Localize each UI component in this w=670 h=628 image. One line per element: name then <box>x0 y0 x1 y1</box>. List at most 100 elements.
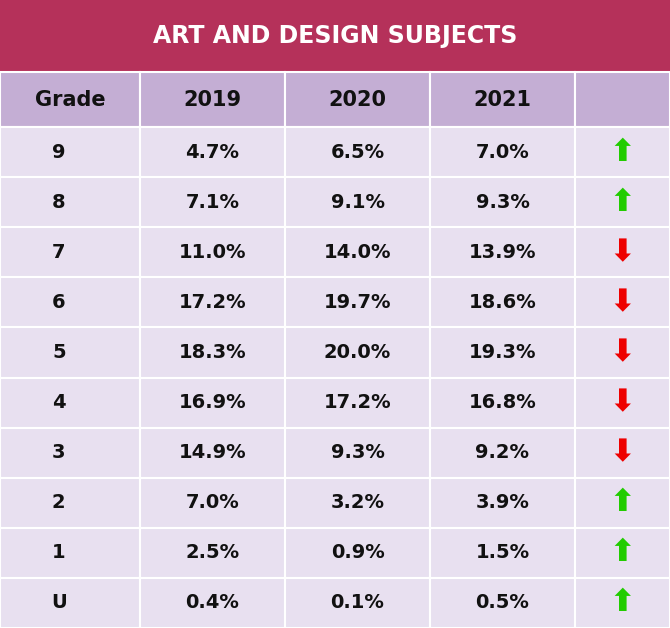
Text: 17.2%: 17.2% <box>179 293 247 312</box>
FancyBboxPatch shape <box>575 227 670 278</box>
Text: ⬇: ⬇ <box>610 338 635 367</box>
Text: 3.2%: 3.2% <box>330 493 385 512</box>
Text: Grade: Grade <box>35 90 105 109</box>
FancyBboxPatch shape <box>285 478 430 528</box>
FancyBboxPatch shape <box>285 278 430 327</box>
Text: 9: 9 <box>52 143 66 161</box>
FancyBboxPatch shape <box>0 227 140 278</box>
Text: 2019: 2019 <box>184 90 242 109</box>
FancyBboxPatch shape <box>430 428 575 478</box>
FancyBboxPatch shape <box>285 177 430 227</box>
Text: 9.2%: 9.2% <box>476 443 529 462</box>
FancyBboxPatch shape <box>430 227 575 278</box>
FancyBboxPatch shape <box>140 528 285 578</box>
Text: 20.0%: 20.0% <box>324 343 391 362</box>
Text: 2021: 2021 <box>474 90 531 109</box>
FancyBboxPatch shape <box>575 327 670 377</box>
FancyBboxPatch shape <box>430 72 575 127</box>
Text: 0.5%: 0.5% <box>476 593 529 612</box>
Text: 7: 7 <box>52 243 66 262</box>
Text: 19.7%: 19.7% <box>324 293 391 312</box>
Text: 4.7%: 4.7% <box>186 143 239 161</box>
FancyBboxPatch shape <box>140 428 285 478</box>
FancyBboxPatch shape <box>285 327 430 377</box>
FancyBboxPatch shape <box>285 428 430 478</box>
FancyBboxPatch shape <box>430 377 575 428</box>
FancyBboxPatch shape <box>140 278 285 327</box>
FancyBboxPatch shape <box>575 72 670 127</box>
Text: 8: 8 <box>52 193 66 212</box>
Text: 9.3%: 9.3% <box>476 193 529 212</box>
FancyBboxPatch shape <box>0 278 140 327</box>
Text: 16.9%: 16.9% <box>179 393 247 412</box>
FancyBboxPatch shape <box>0 428 140 478</box>
FancyBboxPatch shape <box>0 578 140 628</box>
FancyBboxPatch shape <box>430 278 575 327</box>
Text: 9.1%: 9.1% <box>330 193 385 212</box>
FancyBboxPatch shape <box>140 377 285 428</box>
FancyBboxPatch shape <box>575 127 670 177</box>
Text: 1: 1 <box>52 543 66 562</box>
Text: ART AND DESIGN SUBJECTS: ART AND DESIGN SUBJECTS <box>153 24 517 48</box>
FancyBboxPatch shape <box>575 478 670 528</box>
Text: 0.4%: 0.4% <box>186 593 239 612</box>
Text: ⬇: ⬇ <box>610 388 635 417</box>
FancyBboxPatch shape <box>285 528 430 578</box>
FancyBboxPatch shape <box>140 177 285 227</box>
FancyBboxPatch shape <box>0 528 140 578</box>
FancyBboxPatch shape <box>430 327 575 377</box>
FancyBboxPatch shape <box>575 578 670 628</box>
Text: 6: 6 <box>52 293 66 312</box>
Text: 7.0%: 7.0% <box>476 143 529 161</box>
Text: 11.0%: 11.0% <box>179 243 247 262</box>
FancyBboxPatch shape <box>0 72 140 127</box>
Text: 0.9%: 0.9% <box>330 543 385 562</box>
FancyBboxPatch shape <box>0 177 140 227</box>
FancyBboxPatch shape <box>430 177 575 227</box>
FancyBboxPatch shape <box>140 127 285 177</box>
Text: 18.3%: 18.3% <box>179 343 247 362</box>
FancyBboxPatch shape <box>285 377 430 428</box>
Text: 6.5%: 6.5% <box>330 143 385 161</box>
FancyBboxPatch shape <box>285 578 430 628</box>
FancyBboxPatch shape <box>140 578 285 628</box>
Text: 4: 4 <box>52 393 66 412</box>
FancyBboxPatch shape <box>430 127 575 177</box>
FancyBboxPatch shape <box>575 278 670 327</box>
Text: ⬆: ⬆ <box>610 538 635 567</box>
FancyBboxPatch shape <box>140 327 285 377</box>
FancyBboxPatch shape <box>285 72 430 127</box>
FancyBboxPatch shape <box>430 528 575 578</box>
FancyBboxPatch shape <box>575 177 670 227</box>
FancyBboxPatch shape <box>140 478 285 528</box>
Text: ⬇: ⬇ <box>610 238 635 267</box>
Text: ⬆: ⬆ <box>610 138 635 166</box>
FancyBboxPatch shape <box>285 127 430 177</box>
Text: 2.5%: 2.5% <box>186 543 240 562</box>
FancyBboxPatch shape <box>140 72 285 127</box>
Text: 14.0%: 14.0% <box>324 243 391 262</box>
FancyBboxPatch shape <box>575 528 670 578</box>
FancyBboxPatch shape <box>0 377 140 428</box>
Text: ⬆: ⬆ <box>610 188 635 217</box>
Text: 7.0%: 7.0% <box>186 493 239 512</box>
Text: 16.8%: 16.8% <box>468 393 537 412</box>
Text: 9.3%: 9.3% <box>330 443 385 462</box>
Text: 17.2%: 17.2% <box>324 393 391 412</box>
FancyBboxPatch shape <box>575 377 670 428</box>
Text: ⬆: ⬆ <box>610 488 635 517</box>
Text: 5: 5 <box>52 343 66 362</box>
Text: 0.1%: 0.1% <box>330 593 385 612</box>
Text: ⬇: ⬇ <box>610 438 635 467</box>
FancyBboxPatch shape <box>0 127 140 177</box>
FancyBboxPatch shape <box>0 478 140 528</box>
Text: 2: 2 <box>52 493 66 512</box>
FancyBboxPatch shape <box>0 327 140 377</box>
Text: 13.9%: 13.9% <box>469 243 536 262</box>
Text: U: U <box>51 593 67 612</box>
Text: 3: 3 <box>52 443 66 462</box>
FancyBboxPatch shape <box>140 227 285 278</box>
Text: ⬇: ⬇ <box>610 288 635 317</box>
Text: 2020: 2020 <box>328 90 387 109</box>
FancyBboxPatch shape <box>430 578 575 628</box>
